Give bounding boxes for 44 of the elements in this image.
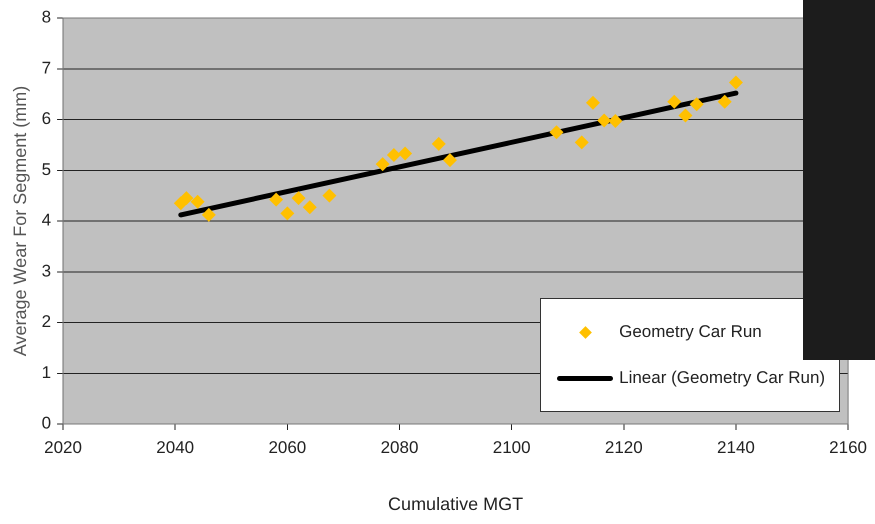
legend-label: Geometry Car Run [619, 322, 762, 342]
x-tick-label: 2100 [492, 438, 531, 457]
point [179, 191, 194, 206]
point [678, 108, 692, 122]
point [690, 97, 704, 112]
point [202, 208, 216, 222]
x-tick-label: 2160 [829, 438, 868, 457]
point [302, 200, 317, 214]
y-tick-label: 6 [42, 109, 52, 128]
x-tick-label: 2140 [717, 438, 755, 457]
y-axis-title: Average Wear For Segment (mm) [10, 86, 30, 356]
x-tick-label: 2120 [604, 438, 643, 457]
point [432, 136, 446, 151]
y-tick-label: 1 [42, 362, 52, 382]
point [269, 192, 284, 207]
y-tick-label: 7 [42, 58, 52, 78]
point [667, 94, 682, 109]
point [322, 188, 336, 203]
y-tick-label: 3 [42, 261, 52, 280]
point [292, 191, 306, 206]
point [586, 96, 600, 110]
y-tick-label: 0 [42, 414, 52, 433]
point [608, 114, 622, 128]
point [728, 75, 743, 90]
point [398, 146, 412, 161]
point [550, 125, 564, 140]
point [190, 194, 205, 209]
point [597, 114, 612, 128]
point [386, 148, 401, 162]
x-tick-label: 2040 [156, 438, 194, 457]
point [718, 94, 732, 109]
x-tick-label: 2080 [380, 438, 418, 457]
point [574, 135, 589, 150]
y-tick-label: 2 [42, 312, 52, 332]
point [442, 153, 457, 168]
x-tick-label: 2060 [268, 438, 306, 457]
y-tick-label: 5 [42, 160, 52, 179]
x-axis-title: Cumulative MGT [388, 494, 524, 514]
legend-label: Linear (Geometry Car Run) [619, 368, 826, 388]
point [376, 157, 390, 172]
point [280, 206, 294, 220]
y-tick-label: 4 [42, 210, 52, 230]
y-tick-label: 8 [42, 8, 52, 27]
x-tick-label: 2020 [44, 438, 82, 457]
